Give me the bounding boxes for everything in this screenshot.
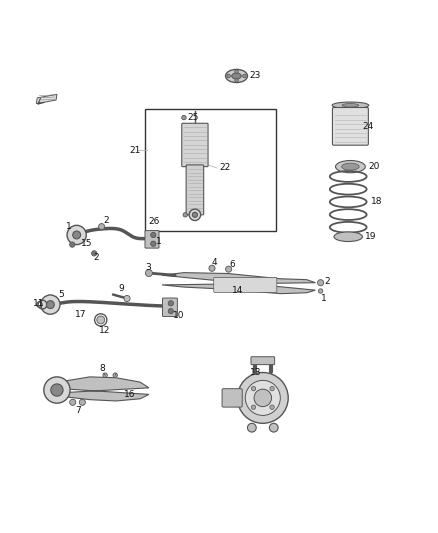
Circle shape <box>168 301 173 306</box>
Circle shape <box>245 381 280 415</box>
Ellipse shape <box>332 102 369 109</box>
Circle shape <box>235 70 238 74</box>
Circle shape <box>251 386 256 391</box>
Text: 20: 20 <box>368 162 379 171</box>
Text: 4: 4 <box>211 257 217 266</box>
Text: 5: 5 <box>58 290 64 300</box>
Circle shape <box>67 225 86 245</box>
FancyBboxPatch shape <box>182 123 208 167</box>
Circle shape <box>99 223 105 230</box>
Circle shape <box>226 266 232 272</box>
FancyBboxPatch shape <box>251 357 275 365</box>
Text: 21: 21 <box>129 146 141 155</box>
Circle shape <box>270 405 274 409</box>
Text: 7: 7 <box>75 406 81 415</box>
Text: 2: 2 <box>104 215 110 224</box>
Text: 19: 19 <box>365 232 376 241</box>
Circle shape <box>182 115 186 120</box>
Circle shape <box>44 377 70 403</box>
Text: 16: 16 <box>124 390 135 399</box>
FancyBboxPatch shape <box>186 165 204 215</box>
Text: 15: 15 <box>81 239 92 248</box>
Circle shape <box>51 384 63 396</box>
Text: 9: 9 <box>118 284 124 293</box>
Text: 10: 10 <box>173 311 184 320</box>
Circle shape <box>92 251 97 256</box>
Text: 13: 13 <box>250 368 261 377</box>
Circle shape <box>318 280 324 286</box>
Circle shape <box>70 399 76 405</box>
FancyBboxPatch shape <box>162 298 177 317</box>
Text: 3: 3 <box>145 263 151 272</box>
Circle shape <box>113 373 117 377</box>
Circle shape <box>192 212 198 217</box>
Text: 1: 1 <box>321 294 326 303</box>
Circle shape <box>243 74 246 78</box>
Ellipse shape <box>226 69 247 83</box>
FancyBboxPatch shape <box>214 278 277 292</box>
Circle shape <box>41 295 60 314</box>
Circle shape <box>97 316 105 324</box>
Ellipse shape <box>232 73 241 79</box>
Ellipse shape <box>334 232 363 241</box>
Polygon shape <box>36 94 57 103</box>
Circle shape <box>254 389 272 407</box>
Ellipse shape <box>342 163 359 170</box>
Circle shape <box>247 423 256 432</box>
Circle shape <box>70 242 75 247</box>
Circle shape <box>168 309 173 314</box>
Ellipse shape <box>336 160 365 173</box>
Text: 8: 8 <box>99 364 105 373</box>
Circle shape <box>79 399 85 405</box>
Text: 2: 2 <box>324 277 330 286</box>
Circle shape <box>151 232 156 238</box>
Circle shape <box>269 423 278 432</box>
Circle shape <box>145 270 152 277</box>
Circle shape <box>73 231 81 239</box>
Text: 25: 25 <box>187 113 198 122</box>
Text: 14: 14 <box>232 286 244 295</box>
Circle shape <box>189 209 201 221</box>
Text: 24: 24 <box>363 122 374 131</box>
Circle shape <box>183 213 187 217</box>
Circle shape <box>103 373 107 377</box>
Text: 11: 11 <box>33 299 44 308</box>
Text: 1: 1 <box>66 222 71 231</box>
Text: 6: 6 <box>230 260 235 269</box>
Circle shape <box>227 74 230 78</box>
Circle shape <box>124 295 130 302</box>
Circle shape <box>151 241 156 246</box>
Polygon shape <box>162 273 315 294</box>
Text: 18: 18 <box>371 197 382 206</box>
FancyBboxPatch shape <box>222 389 242 407</box>
Ellipse shape <box>342 103 359 107</box>
FancyBboxPatch shape <box>145 231 159 248</box>
Circle shape <box>270 386 274 391</box>
Text: 26: 26 <box>148 217 159 226</box>
Text: 12: 12 <box>99 326 110 335</box>
Polygon shape <box>48 377 149 401</box>
Text: 22: 22 <box>219 164 230 173</box>
Circle shape <box>235 78 238 82</box>
Circle shape <box>237 373 288 423</box>
Circle shape <box>209 265 215 271</box>
Text: 1: 1 <box>156 237 162 246</box>
Bar <box>145 109 276 231</box>
Text: 2: 2 <box>94 253 99 262</box>
Circle shape <box>318 289 323 293</box>
Circle shape <box>46 301 54 309</box>
Text: 17: 17 <box>74 310 86 319</box>
FancyBboxPatch shape <box>332 108 368 145</box>
Text: 23: 23 <box>250 71 261 80</box>
Circle shape <box>251 405 256 409</box>
